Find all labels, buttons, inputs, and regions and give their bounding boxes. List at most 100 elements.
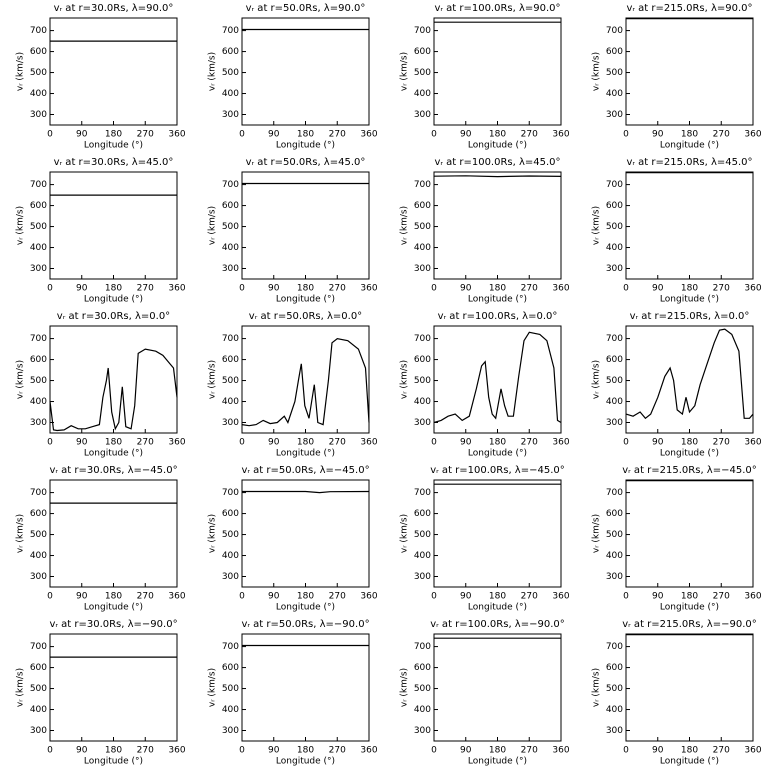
x-tick-label: 0 <box>47 284 53 294</box>
y-tick-label: 700 <box>30 488 47 498</box>
plot-frame <box>433 479 562 588</box>
x-axis-label: Longitude (°) <box>660 757 719 767</box>
data-line <box>625 328 754 420</box>
x-axis-label: Longitude (°) <box>84 603 143 613</box>
x-tick-label: 180 <box>681 284 698 294</box>
y-tick-label: 300 <box>606 110 623 120</box>
x-tick-label: 360 <box>744 438 761 448</box>
y-tick-label: 300 <box>222 572 239 582</box>
x-tick-label: 90 <box>652 284 664 294</box>
x-axis-label: Longitude (°) <box>276 295 335 305</box>
y-tick-label: 700 <box>30 334 47 344</box>
y-tick-label: 600 <box>222 509 239 519</box>
y-axis-label: vᵣ (km/s) <box>592 52 602 91</box>
x-tick-label: 270 <box>137 438 154 448</box>
chart-title: vᵣ at r=215.0Rs, λ=0.0° <box>630 311 750 322</box>
x-tick-label: 270 <box>713 284 730 294</box>
y-axis-label: vᵣ (km/s) <box>16 206 26 245</box>
y-tick-label: 500 <box>30 222 47 232</box>
y-tick-label: 700 <box>222 26 239 36</box>
x-tick-label: 90 <box>460 130 472 140</box>
x-tick-label: 0 <box>623 438 629 448</box>
y-tick-label: 300 <box>414 264 431 274</box>
x-tick-label: 180 <box>105 592 122 602</box>
y-tick-label: 500 <box>414 222 431 232</box>
y-tick-label: 500 <box>30 376 47 386</box>
x-tick-label: 90 <box>460 746 472 756</box>
y-tick-label: 400 <box>30 89 47 99</box>
y-axis-label: vᵣ (km/s) <box>400 668 410 707</box>
x-tick-label: 270 <box>521 130 538 140</box>
x-tick-label: 270 <box>521 438 538 448</box>
y-tick-label: 300 <box>30 726 47 736</box>
y-tick-label: 700 <box>606 26 623 36</box>
y-tick-label: 700 <box>606 180 623 190</box>
x-tick-label: 270 <box>329 284 346 294</box>
x-tick-label: 180 <box>489 746 506 756</box>
x-tick-label: 90 <box>76 592 88 602</box>
plot-frame <box>433 633 562 742</box>
x-tick-label: 0 <box>623 284 629 294</box>
x-tick-label: 90 <box>268 130 280 140</box>
y-tick-label: 400 <box>222 551 239 561</box>
y-tick-label: 700 <box>222 334 239 344</box>
y-tick-label: 600 <box>222 47 239 57</box>
plot-frame <box>49 633 178 742</box>
y-axis-label: vᵣ (km/s) <box>400 52 410 91</box>
x-tick-label: 270 <box>137 130 154 140</box>
y-tick-label: 600 <box>30 47 47 57</box>
y-axis-label: vᵣ (km/s) <box>592 206 602 245</box>
y-tick-label: 600 <box>414 201 431 211</box>
x-tick-label: 270 <box>329 746 346 756</box>
x-axis-label: Longitude (°) <box>660 295 719 305</box>
x-tick-label: 270 <box>137 746 154 756</box>
y-tick-label: 300 <box>222 264 239 274</box>
y-tick-label: 300 <box>414 110 431 120</box>
y-tick-label: 400 <box>414 397 431 407</box>
x-tick-label: 180 <box>681 592 698 602</box>
y-tick-label: 300 <box>414 572 431 582</box>
x-axis-label: Longitude (°) <box>468 757 527 767</box>
y-axis-label: vᵣ (km/s) <box>16 514 26 553</box>
y-tick-label: 600 <box>30 355 47 365</box>
x-tick-label: 360 <box>360 130 377 140</box>
x-tick-label: 0 <box>239 592 245 602</box>
chart-title: vᵣ at r=100.0Rs, λ=−45.0° <box>430 465 565 476</box>
x-axis-label: Longitude (°) <box>660 603 719 613</box>
y-tick-label: 500 <box>30 530 47 540</box>
y-tick-label: 500 <box>30 684 47 694</box>
y-tick-label: 500 <box>606 222 623 232</box>
x-tick-label: 0 <box>47 438 53 448</box>
x-tick-label: 90 <box>76 746 88 756</box>
y-tick-label: 600 <box>606 663 623 673</box>
x-tick-label: 360 <box>552 592 569 602</box>
x-tick-label: 270 <box>713 746 730 756</box>
x-axis-label: Longitude (°) <box>276 757 335 767</box>
y-tick-label: 600 <box>30 201 47 211</box>
y-tick-label: 500 <box>414 530 431 540</box>
x-axis-label: Longitude (°) <box>660 141 719 151</box>
y-tick-label: 400 <box>606 89 623 99</box>
x-tick-label: 360 <box>360 438 377 448</box>
x-tick-label: 180 <box>489 130 506 140</box>
y-tick-label: 300 <box>222 726 239 736</box>
plot-frame <box>241 479 370 588</box>
y-tick-label: 600 <box>414 47 431 57</box>
chart-title: vᵣ at r=30.0Rs, λ=0.0° <box>57 311 170 322</box>
x-tick-label: 270 <box>713 592 730 602</box>
x-tick-label: 180 <box>489 284 506 294</box>
data-line <box>433 175 562 178</box>
data-line <box>433 331 562 424</box>
y-tick-label: 300 <box>222 110 239 120</box>
chart-title: vᵣ at r=215.0Rs, λ=−90.0° <box>622 619 757 630</box>
x-tick-label: 180 <box>681 438 698 448</box>
y-axis-label: vᵣ (km/s) <box>208 52 218 91</box>
chart-title: vᵣ at r=100.0Rs, λ=45.0° <box>434 157 560 168</box>
y-tick-label: 600 <box>606 201 623 211</box>
y-tick-label: 700 <box>222 642 239 652</box>
y-tick-label: 700 <box>30 26 47 36</box>
y-axis-label: vᵣ (km/s) <box>400 360 410 399</box>
plot-frame <box>625 479 754 588</box>
y-tick-label: 600 <box>222 355 239 365</box>
y-tick-label: 600 <box>30 663 47 673</box>
